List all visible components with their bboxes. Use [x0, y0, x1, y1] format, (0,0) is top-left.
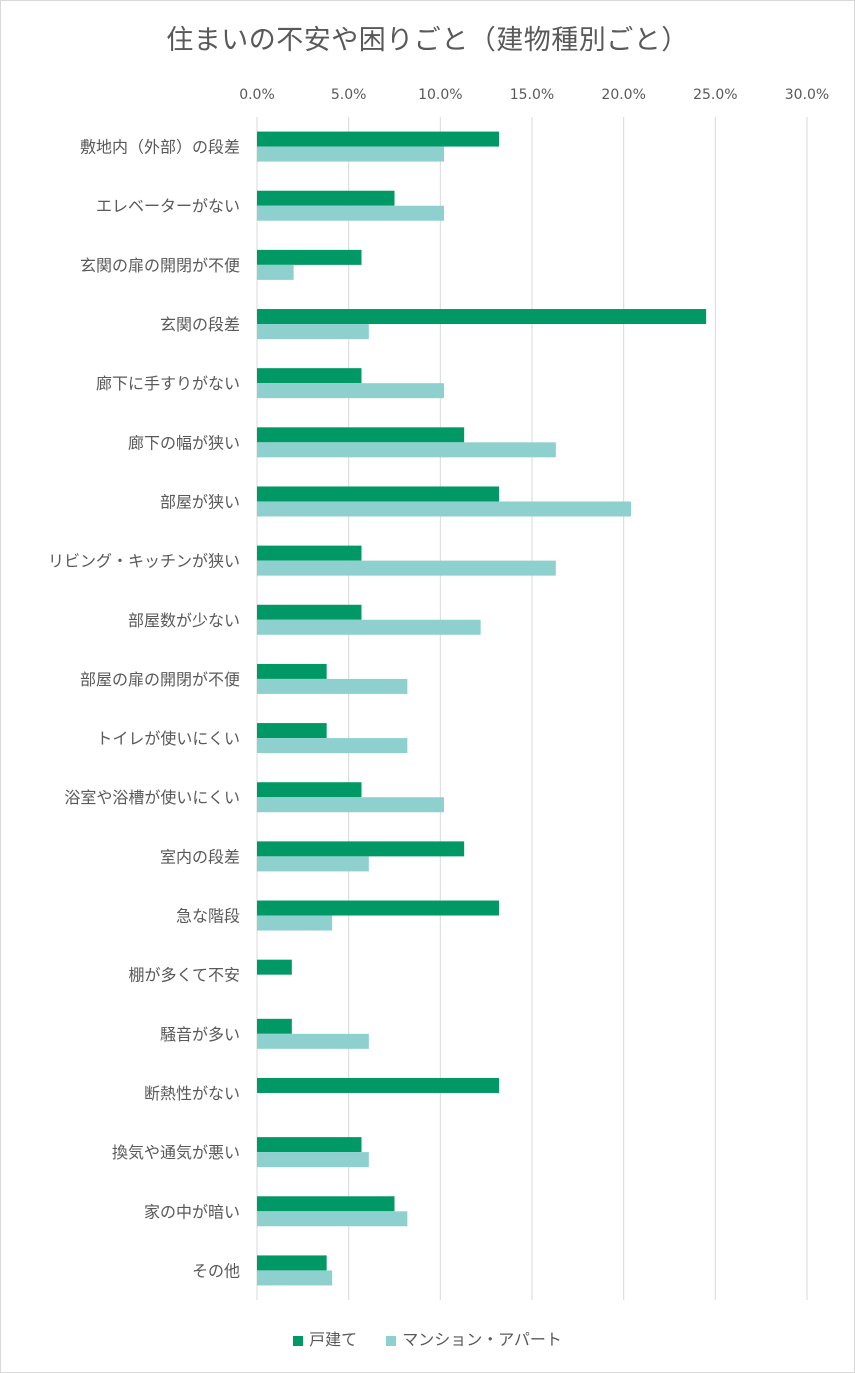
bar-detached [257, 1137, 362, 1153]
category-label: 玄関の段差 [160, 315, 240, 334]
bar-detached [257, 309, 707, 325]
legend-item-apartment: マンション・アパート [386, 1326, 562, 1350]
bar-detached [257, 190, 395, 206]
bar-apartment [257, 383, 444, 399]
category-label: 廊下に手すりがない [96, 374, 240, 393]
category-label: 断熱性がない [144, 1084, 240, 1103]
bar-apartment [257, 560, 556, 576]
legend-swatch-apartment [386, 1335, 397, 1346]
bar-apartment [257, 856, 369, 872]
bar-apartment [257, 797, 444, 813]
category-label: その他 [192, 1261, 240, 1280]
bar-detached [257, 841, 465, 857]
bar-apartment [257, 264, 294, 280]
bars [257, 131, 707, 1286]
bar-detached [257, 663, 327, 679]
bar-detached [257, 723, 327, 739]
x-tick-label: 10.0% [418, 87, 462, 103]
bar-apartment [257, 205, 444, 221]
bar-detached [257, 782, 362, 798]
bar-detached [257, 1255, 327, 1271]
category-label: 部屋数が少ない [128, 611, 240, 630]
legend: 戸建て マンション・アパート [0, 1326, 855, 1350]
legend-swatch-detached [293, 1335, 304, 1346]
bar-detached [257, 1077, 499, 1093]
bar-apartment [257, 1033, 369, 1049]
bar-detached [257, 1018, 292, 1034]
x-tick-label: 15.0% [510, 87, 554, 103]
bar-detached [257, 900, 499, 916]
bar-apartment [257, 442, 556, 458]
bar-apartment [257, 501, 631, 517]
bar-apartment [257, 1152, 369, 1168]
bar-apartment [257, 1211, 408, 1227]
legend-item-detached: 戸建て [293, 1326, 357, 1350]
category-labels: 敷地内（外部）の段差エレベーターがない玄関の扉の開閉が不便玄関の段差廊下に手すり… [48, 138, 240, 1281]
x-tick-label: 25.0% [693, 87, 737, 103]
bar-apartment [257, 738, 408, 754]
chart-title: 住まいの不安や困りごと（建物種別ごと） [166, 25, 689, 56]
category-label: 騒音が多い [160, 1025, 240, 1044]
bar-apartment [257, 915, 333, 931]
bar-apartment [257, 1270, 333, 1286]
category-label: 部屋の扉の開閉が不便 [80, 670, 240, 689]
bar-apartment [257, 619, 481, 635]
category-label: 廊下の幅が狭い [128, 433, 240, 452]
x-tick-label: 0.0% [239, 87, 275, 103]
bar-detached [257, 486, 499, 502]
bar-detached [257, 131, 499, 147]
category-label: 敷地内（外部）の段差 [80, 138, 240, 157]
category-label: 室内の段差 [160, 847, 240, 866]
bar-apartment [257, 324, 369, 340]
category-label: 換気や通気が悪い [112, 1143, 240, 1162]
category-label: 部屋が狭い [160, 492, 240, 511]
bar-detached [257, 545, 362, 561]
category-label: 玄関の扉の開閉が不便 [80, 256, 240, 275]
category-label: 急な階段 [176, 907, 240, 926]
bar-detached [257, 249, 362, 265]
x-tick-label: 5.0% [331, 87, 367, 103]
category-label: 浴室や浴槽が使いにくい [64, 788, 240, 807]
x-axis-ticks: 0.0% 5.0% 10.0% 15.0% 20.0% 25.0% 30.0% [239, 87, 829, 103]
category-label: エレベーターがない [96, 197, 240, 216]
category-label: リビング・キッチンが狭い [48, 552, 240, 571]
bar-detached [257, 959, 292, 975]
bar-apartment [257, 146, 444, 162]
legend-label-apartment: マンション・アパート [402, 1330, 562, 1349]
category-label: トイレが使いにくい [96, 729, 240, 748]
category-label: 棚が多くて不安 [128, 966, 240, 985]
bar-detached [257, 427, 465, 443]
x-tick-label: 20.0% [601, 87, 645, 103]
legend-label-detached: 戸建て [309, 1330, 358, 1349]
category-label: 家の中が暗い [144, 1202, 240, 1221]
bar-detached [257, 1196, 395, 1212]
bar-detached [257, 604, 362, 620]
bar-detached [257, 368, 362, 384]
bar-apartment [257, 678, 408, 694]
x-tick-label: 30.0% [785, 87, 829, 103]
gridlines [256, 117, 808, 1300]
